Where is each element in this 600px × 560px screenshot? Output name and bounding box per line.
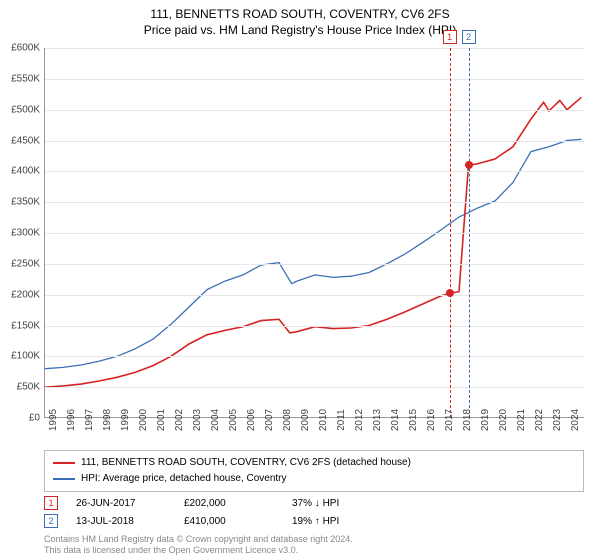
x-axis-label: 2023: [552, 409, 563, 431]
gridline-h: [45, 171, 584, 172]
y-axis-label: £550K: [11, 73, 40, 84]
legend-swatch-hpi: [53, 478, 75, 480]
x-axis-label: 2024: [570, 409, 581, 431]
plot-area: 12: [44, 48, 584, 418]
footer-line-1: Contains HM Land Registry data © Crown c…: [44, 534, 584, 545]
x-axis-label: 2013: [372, 409, 383, 431]
sales-table: 1 26-JUN-2017 £202,000 37% ↓ HPI 2 13-JU…: [44, 494, 584, 530]
gridline-h: [45, 202, 584, 203]
x-axis-label: 2009: [300, 409, 311, 431]
sale-marker-line: [450, 48, 451, 418]
x-axis-label: 2011: [336, 409, 347, 431]
sales-date-2: 13-JUL-2018: [76, 516, 166, 527]
gridline-h: [45, 141, 584, 142]
x-axis-label: 2021: [516, 409, 527, 431]
y-axis-label: £150K: [11, 320, 40, 331]
x-axis-label: 2001: [156, 409, 167, 431]
sale-marker-line: [469, 48, 470, 418]
y-axis-label: £500K: [11, 104, 40, 115]
sale-marker-dot: [465, 161, 473, 169]
sales-row-1: 1 26-JUN-2017 £202,000 37% ↓ HPI: [44, 494, 584, 512]
sales-delta-1: 37% ↓ HPI: [292, 498, 382, 509]
title-line-2: Price paid vs. HM Land Registry's House …: [0, 22, 600, 38]
x-axis-label: 2008: [282, 409, 293, 431]
series-line-hpi: [45, 139, 581, 368]
x-axis-label: 2019: [480, 409, 491, 431]
legend-row-hpi: HPI: Average price, detached house, Cove…: [53, 471, 575, 487]
footer: Contains HM Land Registry data © Crown c…: [44, 534, 584, 557]
y-axis-label: £300K: [11, 228, 40, 239]
legend-label-price-paid: 111, BENNETTS ROAD SOUTH, COVENTRY, CV6 …: [81, 455, 411, 471]
x-axis-label: 2000: [138, 409, 149, 431]
y-axis-label: £250K: [11, 258, 40, 269]
sales-price-1: £202,000: [184, 498, 274, 509]
x-axis-label: 2002: [174, 409, 185, 431]
chart-area: 12 £0£50K£100K£150K£200K£250K£300K£350K£…: [44, 48, 584, 440]
y-axis-label: £600K: [11, 43, 40, 54]
legend-label-hpi: HPI: Average price, detached house, Cove…: [81, 471, 287, 487]
gridline-h: [45, 387, 584, 388]
chart-title: 111, BENNETTS ROAD SOUTH, COVENTRY, CV6 …: [0, 0, 600, 38]
gridline-h: [45, 295, 584, 296]
legend: 111, BENNETTS ROAD SOUTH, COVENTRY, CV6 …: [44, 450, 584, 492]
x-axis-label: 2018: [462, 409, 473, 431]
legend-swatch-price-paid: [53, 462, 75, 464]
gridline-h: [45, 233, 584, 234]
gridline-h: [45, 48, 584, 49]
x-axis-label: 2005: [228, 409, 239, 431]
x-axis-label: 1998: [102, 409, 113, 431]
y-axis-label: £400K: [11, 166, 40, 177]
gridline-h: [45, 79, 584, 80]
x-axis-label: 2022: [534, 409, 545, 431]
x-axis-label: 1995: [48, 409, 59, 431]
sales-marker-1: 1: [44, 496, 58, 510]
sales-price-2: £410,000: [184, 516, 274, 527]
gridline-h: [45, 264, 584, 265]
x-axis-label: 2016: [426, 409, 437, 431]
x-axis-label: 2015: [408, 409, 419, 431]
x-axis-label: 2012: [354, 409, 365, 431]
sales-date-1: 26-JUN-2017: [76, 498, 166, 509]
sales-delta-2: 19% ↑ HPI: [292, 516, 382, 527]
footer-line-2: This data is licensed under the Open Gov…: [44, 545, 584, 556]
sales-marker-2: 2: [44, 514, 58, 528]
x-axis-label: 1996: [66, 409, 77, 431]
x-axis-label: 2014: [390, 409, 401, 431]
x-axis-label: 1999: [120, 409, 131, 431]
sale-marker-dot: [446, 289, 454, 297]
legend-row-price-paid: 111, BENNETTS ROAD SOUTH, COVENTRY, CV6 …: [53, 455, 575, 471]
title-line-1: 111, BENNETTS ROAD SOUTH, COVENTRY, CV6 …: [0, 6, 600, 22]
x-axis-label: 2007: [264, 409, 275, 431]
x-axis-label: 2017: [444, 409, 455, 431]
y-axis-label: £350K: [11, 197, 40, 208]
sales-row-2: 2 13-JUL-2018 £410,000 19% ↑ HPI: [44, 512, 584, 530]
x-axis-label: 2020: [498, 409, 509, 431]
y-axis-label: £200K: [11, 289, 40, 300]
y-axis-label: £450K: [11, 135, 40, 146]
gridline-h: [45, 110, 584, 111]
gridline-h: [45, 326, 584, 327]
y-axis-label: £0: [29, 413, 40, 424]
y-axis-label: £50K: [17, 382, 40, 393]
sale-marker-flag: 2: [462, 30, 476, 44]
y-axis-label: £100K: [11, 351, 40, 362]
x-axis-label: 2006: [246, 409, 257, 431]
x-axis-label: 2004: [210, 409, 221, 431]
gridline-h: [45, 356, 584, 357]
sale-marker-flag: 1: [443, 30, 457, 44]
x-axis-label: 2010: [318, 409, 329, 431]
x-axis-label: 2003: [192, 409, 203, 431]
x-axis-label: 1997: [84, 409, 95, 431]
